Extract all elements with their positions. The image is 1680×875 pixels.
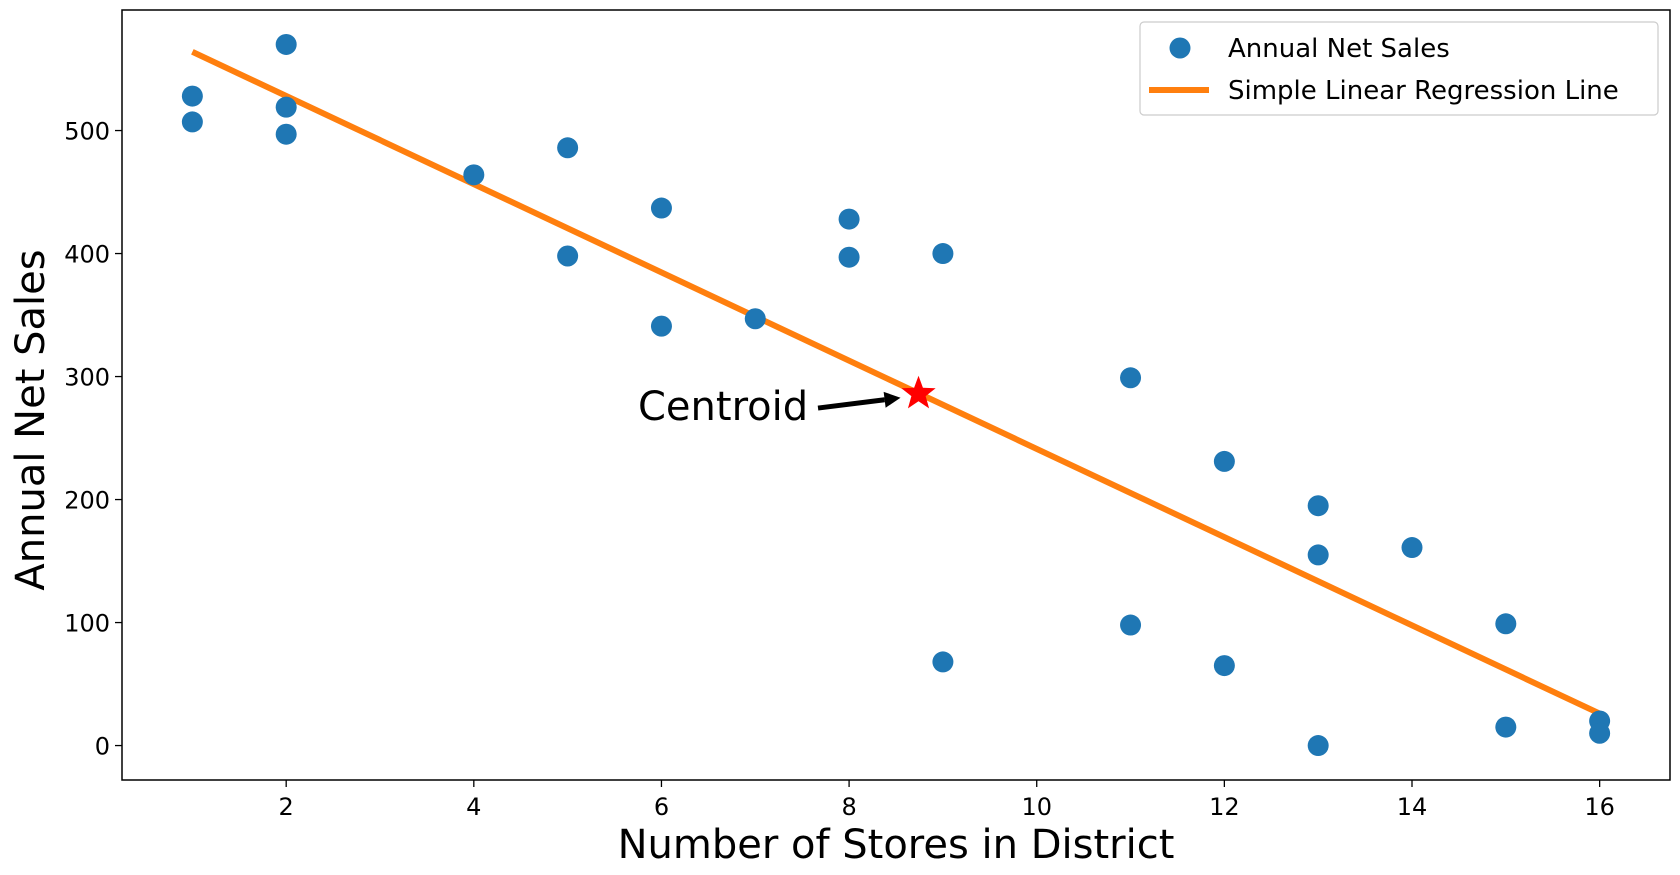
x-tick-label: 10 — [1021, 793, 1052, 821]
data-point — [275, 33, 297, 55]
data-point — [275, 96, 297, 118]
y-tick-label: 0 — [95, 733, 110, 761]
data-point — [932, 651, 954, 673]
legend-box — [1139, 21, 1659, 116]
data-point — [1213, 450, 1235, 472]
data-point — [650, 197, 672, 219]
centroid-annotation: Centroid — [638, 375, 936, 430]
x-axis: 2 4 6 8 10 12 14 16 — [279, 780, 1615, 821]
y-tick-label: 300 — [64, 364, 110, 392]
data-point — [1307, 495, 1329, 517]
y-tick-label: 400 — [64, 241, 110, 269]
x-tick-label: 14 — [1397, 793, 1428, 821]
legend: Annual Net Sales Simple Linear Regression… — [1139, 21, 1659, 116]
axes-frame — [121, 9, 1671, 781]
x-tick-label: 4 — [466, 793, 481, 821]
legend-marker-scatter — [1169, 37, 1191, 59]
y-tick-label: 200 — [64, 487, 110, 515]
data-point — [557, 137, 579, 159]
data-point — [1120, 367, 1142, 389]
x-axis-label: Number of Stores in District — [618, 822, 1175, 868]
data-point — [1495, 716, 1517, 738]
data-point — [275, 123, 297, 145]
data-point — [181, 85, 203, 107]
legend-label: Annual Net Sales — [1228, 34, 1450, 64]
data-point — [650, 315, 672, 337]
data-point — [932, 243, 954, 265]
data-point — [838, 208, 860, 230]
data-point — [1495, 613, 1517, 635]
x-tick-label: 2 — [279, 793, 294, 821]
data-point — [1589, 722, 1611, 744]
centroid-arrow-head — [883, 391, 901, 408]
x-tick-label: 8 — [841, 793, 856, 821]
data-point — [1307, 735, 1329, 757]
x-tick-label: 12 — [1209, 793, 1240, 821]
regression-line — [191, 49, 1601, 717]
data-point — [744, 308, 766, 330]
data-point — [1120, 614, 1142, 636]
y-tick-label: 500 — [64, 118, 110, 146]
data-point — [1401, 537, 1423, 559]
x-tick-label: 16 — [1584, 793, 1615, 821]
y-tick-label: 100 — [64, 610, 110, 638]
data-point — [557, 245, 579, 267]
y-axis: 0 100 200 300 400 500 — [64, 118, 122, 761]
data-point — [1213, 655, 1235, 677]
x-tick-label: 6 — [654, 793, 669, 821]
plot-area — [181, 33, 1611, 757]
data-point — [181, 111, 203, 133]
centroid-label: Centroid — [638, 384, 808, 430]
y-axis-label: Annual Net Sales — [8, 249, 54, 590]
data-point — [463, 164, 485, 186]
centroid-arrow-shaft — [817, 397, 885, 411]
data-point — [838, 246, 860, 268]
legend-label: Simple Linear Regression Line — [1228, 76, 1619, 106]
data-point — [1307, 544, 1329, 566]
centroid-star-marker — [901, 375, 936, 409]
